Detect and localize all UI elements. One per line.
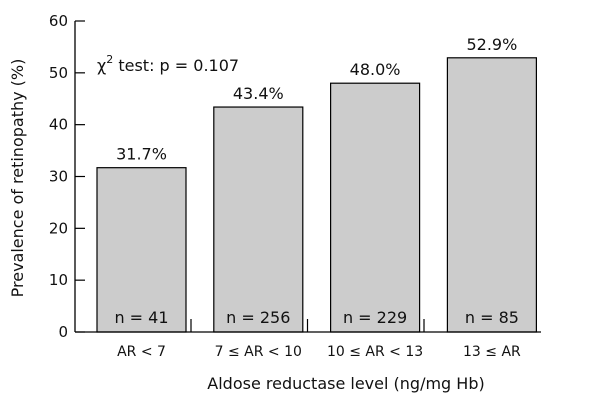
y-tick-label-10: 10 (49, 271, 68, 289)
bar-value-label-2: 43.4% (233, 84, 284, 103)
chi-square-annotation: χ2 test: p = 0.107 (97, 53, 239, 75)
chi-superscript: 2 (106, 53, 113, 66)
x-tick-label-4: 13 ≤ AR (463, 344, 521, 360)
bar-n-label-2: n = 256 (226, 308, 290, 327)
y-tick-label-50: 50 (49, 64, 68, 82)
bar-1 (96, 167, 187, 333)
bar-n-label-1: n = 41 (114, 308, 168, 327)
bar-n-label-4: n = 85 (465, 308, 519, 327)
x-tick-label-1: AR < 7 (117, 344, 166, 360)
bar-value-label-3: 48.0% (350, 60, 401, 79)
bar-2 (213, 106, 304, 333)
x-tick-label-3: 10 ≤ AR < 13 (327, 344, 423, 360)
chi-symbol: χ (97, 56, 106, 75)
y-tick-label-40: 40 (49, 116, 68, 134)
bar-4 (446, 57, 537, 333)
y-tick-label-60: 60 (49, 12, 68, 30)
bars-group: 31.7% n = 41 43.4% n = 256 48.0% n = 229 52.9%… (96, 35, 537, 333)
y-tick-label-0: 0 (58, 323, 68, 341)
bar-value-label-4: 52.9% (466, 35, 517, 54)
y-axis-title: Prevalence of retinopathy (%) (8, 59, 27, 298)
bar-value-label-1: 31.7% (116, 145, 167, 164)
bar-3 (330, 82, 421, 333)
x-tick-label-2: 7 ≤ AR < 10 (215, 344, 302, 360)
axes-group: AR < 7 7 ≤ AR < 10 10 ≤ AR < 13 13 ≤ AR 0 10 2… (49, 12, 541, 360)
y-tick-label-30: 30 (49, 168, 68, 186)
bar-n-label-3: n = 229 (343, 308, 407, 327)
chi-test-text: test: p = 0.107 (113, 56, 239, 75)
y-tick-label-20: 20 (49, 219, 68, 237)
x-axis-title: Aldose reductase level (ng/mg Hb) (207, 374, 484, 393)
